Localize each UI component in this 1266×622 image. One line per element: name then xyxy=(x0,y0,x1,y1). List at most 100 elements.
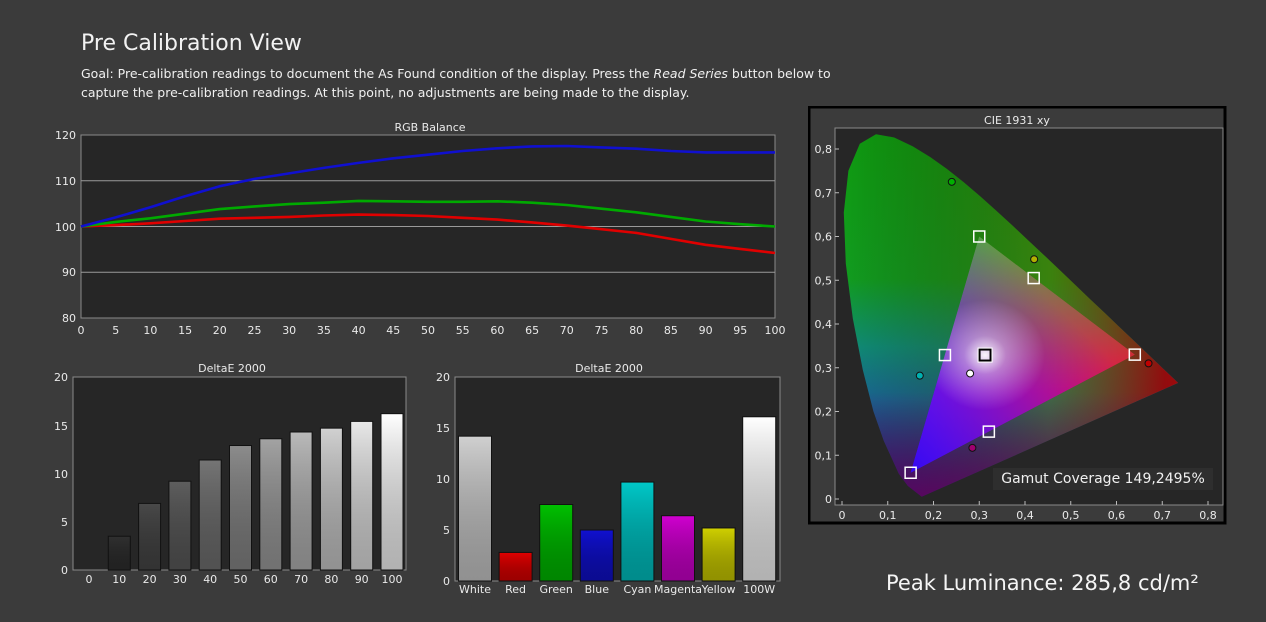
cie-xtick: 0,3 xyxy=(971,509,989,522)
cie-xticks: 0 0,1 0,2 0,3 0,4 0,5 0,6 0,7 0,8 xyxy=(839,501,1217,522)
bar-outline xyxy=(742,416,777,582)
bar-category-label: 80 xyxy=(324,573,338,586)
cie-target-white xyxy=(978,348,992,362)
bar-category-label: 100 xyxy=(382,573,403,586)
rgb-ytick: 110 xyxy=(55,175,76,188)
bar-category-label: 100W xyxy=(743,583,775,596)
bar-outline xyxy=(350,420,374,571)
bar-category-label: 0 xyxy=(86,573,93,586)
rgb-xtick: 80 xyxy=(629,324,643,337)
bar-outline xyxy=(289,431,313,571)
bar-shade xyxy=(168,481,191,570)
rgb-ytick: 120 xyxy=(55,129,76,142)
deltae-color-chart: DeltaE 2000 20 15 10 5 0 White Red Green Bl… xyxy=(436,362,781,596)
cie-ytick: 0,3 xyxy=(815,362,833,375)
rgb-xtick: 15 xyxy=(178,324,192,337)
bar-shade xyxy=(742,416,776,581)
rgb-xtick: 60 xyxy=(490,324,504,337)
cie-measured-cyan xyxy=(915,371,924,380)
rgb-ytick: 100 xyxy=(55,221,76,234)
cie-ytick: 0,1 xyxy=(815,449,833,462)
cie-target-red xyxy=(1128,348,1142,361)
cie-xtick: 0 xyxy=(839,509,846,522)
goal-text-prefix: Goal: Pre-calibration readings to docume… xyxy=(81,66,654,81)
rgb-ytick: 80 xyxy=(62,312,76,325)
bar-category-label: 50 xyxy=(234,573,248,586)
bar-outline xyxy=(539,504,574,582)
bar-shade xyxy=(381,413,403,570)
page-title: Pre Calibration View xyxy=(81,31,302,56)
rgb-xtick: 55 xyxy=(456,324,470,337)
bar-outline xyxy=(198,459,222,571)
bar-category-label: Green xyxy=(540,583,573,596)
rgb-xticks: 0 5 10 15 20 25 30 35 40 45 50 55 60 65 70 75 80 85 90 95 10… xyxy=(78,324,786,337)
cie-measured-blue xyxy=(968,443,977,452)
bar-shade xyxy=(499,552,533,581)
bar-outline xyxy=(620,481,655,582)
rgb-xtick: 35 xyxy=(317,324,331,337)
cie-target-magenta xyxy=(982,425,996,438)
bar-shade xyxy=(259,438,282,570)
bar-outline xyxy=(458,435,492,582)
bar-shade xyxy=(350,421,373,570)
bar-shade xyxy=(580,530,614,581)
cie-measured-yellow xyxy=(1030,255,1039,264)
cie-targets xyxy=(904,230,1142,479)
deltae-gray-title: DeltaE 2000 xyxy=(198,362,266,375)
bar-outline xyxy=(168,480,192,571)
cie-title: CIE 1931 xy xyxy=(984,114,1050,127)
cie-xtick: 0,6 xyxy=(1108,509,1126,522)
bar-category-label: Magenta xyxy=(654,583,702,596)
rgb-balance-chart: RGB Balance 120 110 100 90 80 0 5 10 15 20 25… xyxy=(55,121,786,337)
cie-xtick: 0,8 xyxy=(1199,509,1217,522)
bar-category-label: 10 xyxy=(112,573,126,586)
bar-category-label: 20 xyxy=(143,573,157,586)
cie-xtick: 0,4 xyxy=(1016,509,1034,522)
bar-shade xyxy=(199,459,222,570)
deltae-color-title: DeltaE 2000 xyxy=(575,362,643,375)
cie-target-cyan xyxy=(938,348,952,362)
cie-target-white-outer xyxy=(977,347,993,363)
rgb-series-line xyxy=(80,199,776,228)
rgb-xtick: 5 xyxy=(112,324,119,337)
bar-category-label: 40 xyxy=(203,573,217,586)
cie-target-yellow xyxy=(1027,271,1040,285)
cie-measured xyxy=(915,177,1153,452)
cie-measured-red xyxy=(1144,359,1153,368)
rgb-xtick: 65 xyxy=(525,324,539,337)
deltae-gray-ytick: 5 xyxy=(61,516,68,529)
goal-description: Goal: Pre-calibration readings to docume… xyxy=(81,64,861,102)
cie-xtick: 0,5 xyxy=(1062,509,1080,522)
bar-outline xyxy=(229,445,252,571)
bar-category-label: Red xyxy=(505,583,526,596)
deltae-grayscale-chart: DeltaE 2000 20 15 10 5 0 0 10 20 30 40 50 60 70… xyxy=(54,362,407,586)
rgb-xtick: 95 xyxy=(733,324,747,337)
rgb-xtick: 25 xyxy=(248,324,262,337)
deltae-color-ytick: 10 xyxy=(436,473,450,486)
rgb-xtick: 10 xyxy=(143,324,157,337)
cie-ytick: 0,7 xyxy=(815,187,833,200)
bar-shade xyxy=(290,432,313,570)
rgb-yticks: 120 110 100 90 80 xyxy=(55,129,76,325)
bar-shade xyxy=(320,428,343,570)
rgb-chart-title: RGB Balance xyxy=(394,121,465,134)
bar-shade xyxy=(661,515,695,581)
bar-category-label: 60 xyxy=(264,573,278,586)
bar-shade xyxy=(138,503,161,570)
cie-ytick: 0,5 xyxy=(815,274,833,287)
deltae-color-bars: White Red Green Blue Cyan Magenta Yellow 100W xyxy=(458,416,777,596)
bar-category-label: Cyan xyxy=(623,583,651,596)
bar-outline xyxy=(107,535,131,571)
rgb-ytick: 90 xyxy=(62,266,76,279)
bar-shade xyxy=(458,436,492,581)
rgb-series-line xyxy=(80,213,776,255)
cie-ytick: 0 xyxy=(825,493,832,506)
rgb-xtick: 90 xyxy=(699,324,713,337)
bar-category-label: Blue xyxy=(585,583,610,596)
bar-category-label: 90 xyxy=(355,573,369,586)
bar-category-label: 30 xyxy=(173,573,187,586)
deltae-color-ytick: 15 xyxy=(436,422,450,435)
bar-outline xyxy=(661,515,695,582)
rgb-xtick: 50 xyxy=(421,324,435,337)
